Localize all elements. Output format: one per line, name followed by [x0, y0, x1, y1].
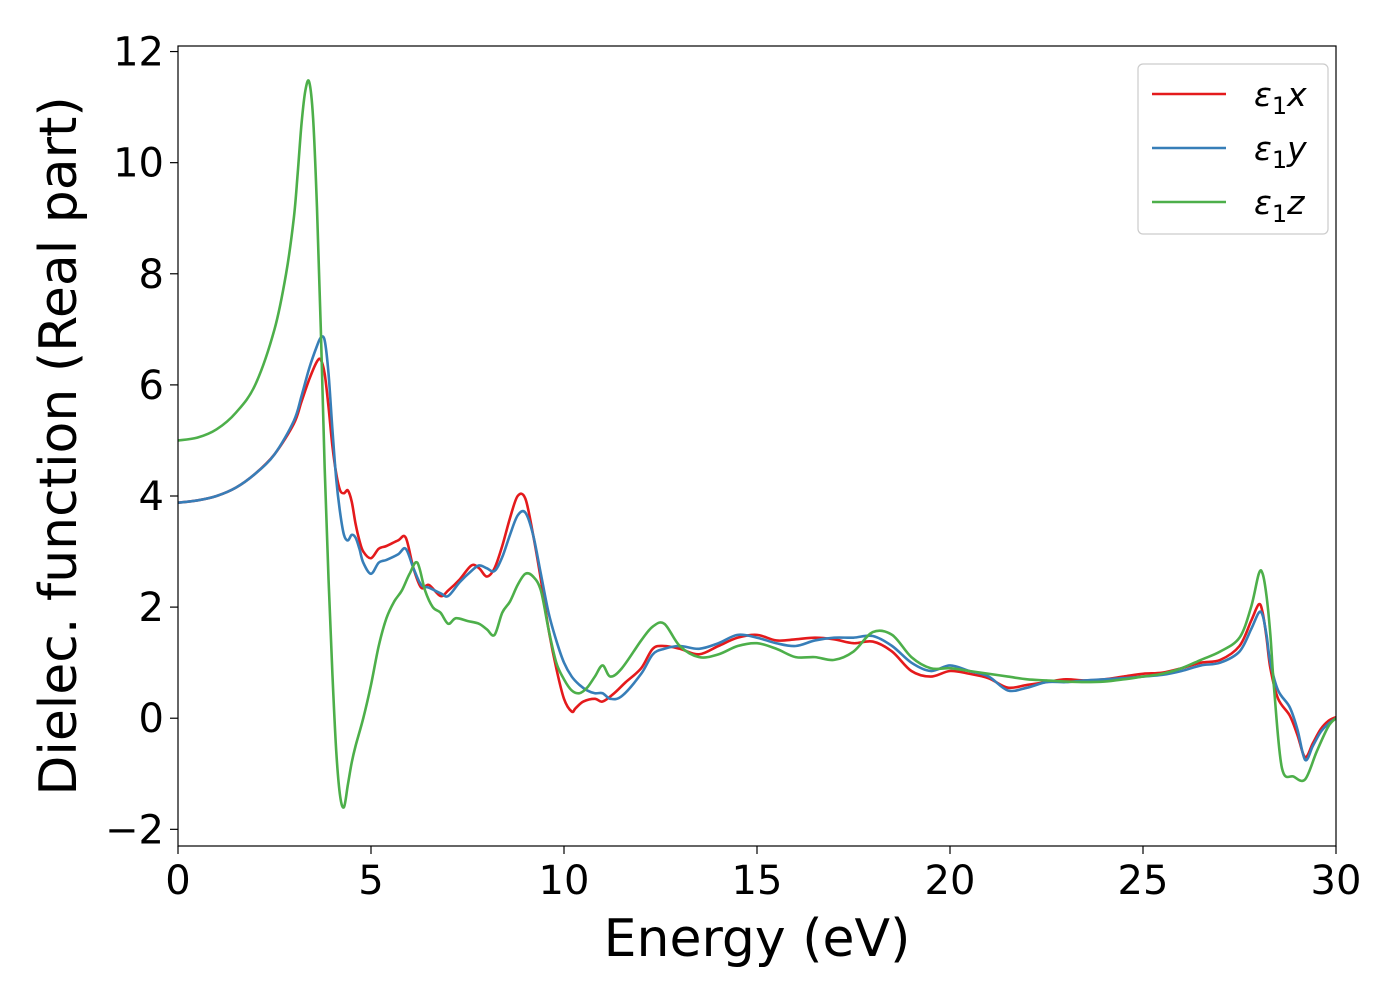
x-tick-label: 0	[165, 858, 190, 904]
series-layer	[178, 79, 1336, 809]
x-axis-title: Energy (eV)	[604, 909, 911, 969]
legend-label-z: ε1z	[1254, 183, 1305, 228]
y-tick-label: 10	[113, 141, 164, 187]
y-axis-title: Dielec. function (Real part)	[29, 96, 89, 795]
series-line-z	[178, 79, 1336, 809]
y-tick-label: 0	[139, 696, 164, 742]
x-tick-label: 10	[539, 858, 590, 904]
x-tick-label: 5	[358, 858, 383, 904]
y-tick-label: 4	[139, 474, 164, 520]
y-tick-label: 2	[139, 585, 164, 631]
legend-box	[1137, 63, 1329, 235]
y-tick-label: 12	[113, 30, 164, 76]
x-tick-label: 15	[732, 858, 783, 904]
legend-component: x	[1286, 75, 1307, 114]
legend-subscript: 1	[1272, 146, 1287, 174]
x-tick-label: 20	[925, 858, 976, 904]
x-axis: 0 5 10 15 20 25 30	[165, 846, 1361, 904]
series-line-x	[178, 357, 1336, 759]
legend-symbol: ε	[1254, 129, 1272, 168]
legend-label-y: ε1y	[1254, 129, 1307, 174]
series-line-y	[178, 335, 1336, 762]
y-axis: −2 0 2 4 6 8 10 12	[105, 30, 178, 853]
legend-subscript: 1	[1272, 92, 1287, 120]
legend-component: z	[1286, 183, 1305, 222]
y-tick-label: 8	[139, 252, 164, 298]
legend-subscript: 1	[1272, 200, 1287, 228]
legend-label-x: ε1x	[1254, 75, 1307, 120]
legend-symbol: ε	[1254, 183, 1272, 222]
legend-symbol: ε	[1254, 75, 1272, 114]
x-tick-label: 30	[1311, 858, 1362, 904]
x-tick-label: 25	[1118, 858, 1169, 904]
y-tick-label: −2	[105, 807, 164, 853]
y-tick-label: 6	[139, 363, 164, 409]
legend-component: y	[1286, 129, 1307, 168]
